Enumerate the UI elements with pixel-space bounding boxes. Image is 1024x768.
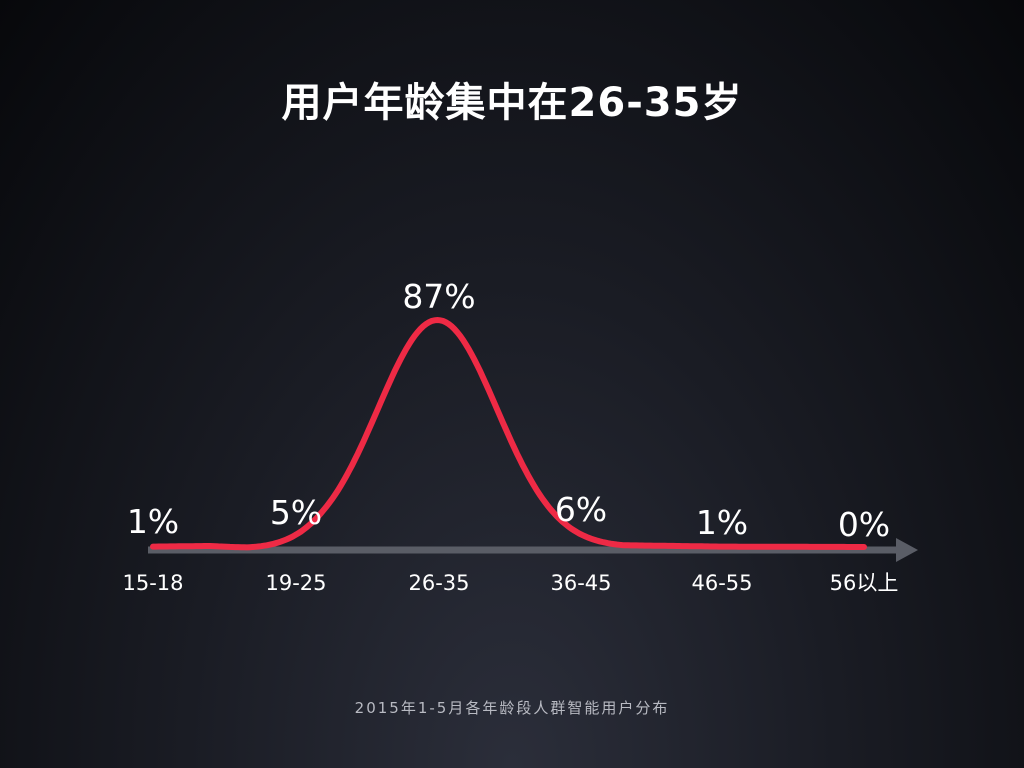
series-line	[150, 316, 867, 551]
tick-label-56-plus: 56以上	[830, 571, 899, 595]
tick-label-26-35: 26-35	[408, 571, 469, 595]
data-label-56-plus: 0%	[838, 505, 890, 544]
tick-label-19-25: 19-25	[265, 571, 326, 595]
tick-label-15-18: 15-18	[122, 571, 183, 595]
tick-label-36-45: 36-45	[550, 571, 611, 595]
data-label-19-25: 5%	[270, 493, 322, 532]
data-label-36-45: 6%	[555, 490, 607, 529]
data-label-15-18: 1%	[127, 502, 179, 541]
data-label-26-35: 87%	[402, 277, 475, 316]
x-axis-arrow-icon	[896, 538, 918, 562]
chart-caption: 2015年1-5月各年龄段人群智能用户分布	[354, 699, 670, 717]
data-label-46-55: 1%	[696, 503, 748, 542]
chart-title: 用户年龄集中在26-35岁	[281, 80, 743, 126]
tick-label-46-55: 46-55	[691, 571, 752, 595]
